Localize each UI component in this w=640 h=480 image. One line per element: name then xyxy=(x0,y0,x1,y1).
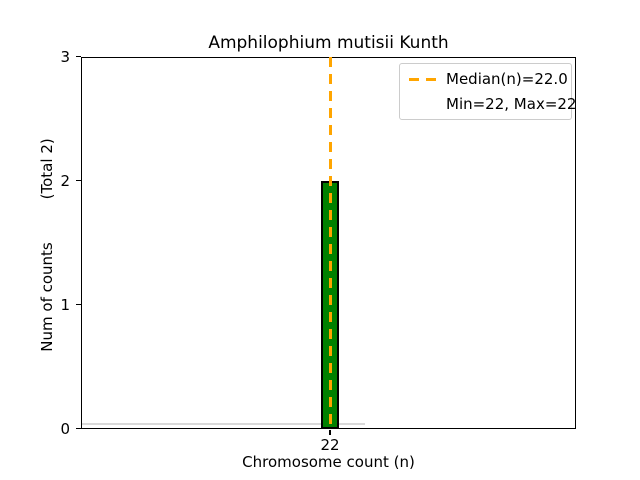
y-tick-label-1: 1 xyxy=(60,296,70,314)
y-tick-mark-1 xyxy=(76,304,81,305)
y-tick-mark-3 xyxy=(76,56,81,57)
chart-title: Amphilophium mutisii Kunth xyxy=(208,33,449,53)
x-axis-label: Chromosome count (n) xyxy=(242,453,415,471)
median-line xyxy=(329,57,332,429)
legend-row-median: Median(n)=22.0 xyxy=(409,68,568,91)
legend-label-median: Median(n)=22.0 xyxy=(446,69,568,88)
y-tick-mark-0 xyxy=(76,428,81,429)
legend: Median(n)=22.0 Min=22, Max=22 xyxy=(399,63,576,120)
y-tick-label-0: 0 xyxy=(60,420,70,438)
y-tick-mark-2 xyxy=(76,180,81,181)
y-tick-label-2: 2 xyxy=(60,172,70,190)
zero-baseline xyxy=(82,423,365,425)
legend-marker-blank xyxy=(409,103,436,106)
y-tick-label-3: 3 xyxy=(60,48,70,66)
legend-row-minmax: Min=22, Max=22 xyxy=(409,93,576,116)
median-dashed-line-icon xyxy=(409,77,436,81)
legend-label-minmax: Min=22, Max=22 xyxy=(446,94,577,113)
x-tick-label-22: 22 xyxy=(320,436,340,454)
x-tick-mark-22 xyxy=(329,430,331,435)
